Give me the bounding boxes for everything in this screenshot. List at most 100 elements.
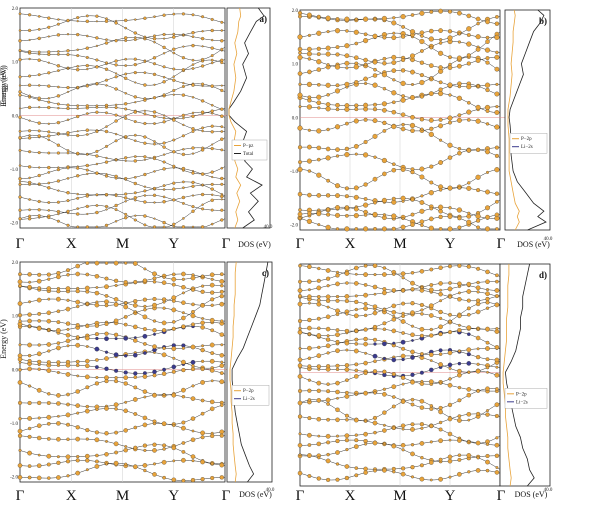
p-orbital-marker	[66, 392, 70, 397]
p-orbital-marker	[65, 459, 71, 464]
p-orbital-marker	[466, 219, 472, 225]
p-orbital-marker	[447, 142, 453, 148]
p-orbital-marker	[429, 406, 434, 411]
p-orbital-marker	[344, 194, 349, 199]
k-point-label: X	[345, 236, 356, 252]
li-2s-marker	[123, 335, 129, 341]
p-orbital-marker	[181, 134, 185, 138]
p-orbital-marker	[56, 360, 61, 365]
p-orbital-marker	[95, 82, 99, 85]
p-orbital-marker	[162, 32, 166, 37]
p-orbital-marker	[210, 54, 214, 58]
p-orbital-marker	[485, 468, 490, 473]
p-orbital-marker	[133, 425, 138, 430]
p-orbital-marker	[200, 289, 205, 294]
p-orbital-marker	[476, 280, 480, 285]
p-orbital-marker	[363, 466, 368, 472]
p-orbital-marker	[298, 294, 302, 298]
p-orbital-marker	[391, 54, 397, 60]
p-orbital-marker	[410, 115, 415, 120]
p-orbital-marker	[114, 158, 118, 162]
p-orbital-marker	[400, 34, 406, 39]
p-orbital-marker	[200, 320, 205, 326]
p-orbital-marker	[113, 318, 119, 323]
p-orbital-marker	[46, 414, 52, 420]
p-orbital-marker	[133, 310, 137, 314]
p-orbital-marker	[485, 60, 490, 65]
p-orbital-marker	[466, 298, 471, 303]
band-line	[19, 444, 226, 465]
p-orbital-marker	[307, 95, 312, 100]
p-orbital-marker	[428, 36, 434, 42]
p-orbital-marker	[363, 213, 368, 217]
p-orbital-marker	[401, 427, 405, 431]
p-orbital-marker	[28, 280, 32, 284]
p-orbital-marker	[133, 155, 137, 158]
p-orbital-marker	[113, 278, 119, 283]
p-orbital-marker	[162, 45, 166, 50]
p-orbital-marker	[316, 298, 321, 303]
k-point-label: Y	[168, 236, 179, 252]
p-orbital-marker	[316, 128, 322, 134]
p-orbital-marker	[76, 20, 79, 23]
p-orbital-marker	[354, 294, 358, 298]
li-2s-marker	[143, 351, 147, 355]
p-orbital-marker	[335, 17, 340, 21]
p-orbital-marker	[363, 438, 368, 444]
k-point-label: Y	[445, 236, 456, 252]
p-orbital-marker	[76, 85, 80, 89]
p-orbital-marker	[37, 151, 41, 155]
p-orbital-marker	[133, 324, 138, 330]
p-orbital-marker	[152, 319, 157, 323]
p-orbital-marker	[123, 322, 128, 327]
p-orbital-marker	[27, 83, 32, 87]
p-orbital-marker	[457, 32, 461, 36]
p-orbital-marker	[143, 97, 147, 100]
p-orbital-marker	[28, 57, 31, 61]
k-point-label: M	[393, 236, 406, 252]
p-orbital-marker	[401, 216, 405, 221]
p-orbital-marker	[372, 310, 378, 316]
p-orbital-marker	[297, 145, 303, 150]
p-orbital-marker	[494, 54, 500, 60]
p-orbital-marker	[485, 459, 490, 465]
li-2s-marker	[466, 361, 472, 366]
p-orbital-marker	[420, 308, 424, 312]
p-orbital-marker	[143, 194, 147, 197]
p-orbital-marker	[495, 387, 499, 391]
p-orbital-marker	[363, 182, 368, 187]
band-line	[19, 33, 225, 42]
p-orbital-marker	[448, 366, 452, 370]
p-orbital-marker	[200, 430, 205, 436]
p-orbital-marker	[143, 141, 147, 145]
p-orbital-marker	[428, 379, 434, 385]
li-2s-marker	[438, 348, 443, 353]
p-orbital-marker	[317, 223, 321, 227]
p-orbital-marker	[85, 133, 89, 136]
p-orbital-marker	[76, 225, 80, 229]
p-orbital-marker	[475, 440, 481, 446]
p-orbital-marker	[382, 369, 387, 374]
p-orbital-marker	[325, 268, 331, 273]
p-orbital-marker	[325, 146, 331, 152]
p-orbital-marker	[410, 95, 415, 100]
p-orbital-marker	[476, 347, 480, 351]
p-orbital-marker	[345, 213, 349, 218]
p-orbital-marker	[65, 412, 71, 418]
p-orbital-marker	[162, 116, 166, 120]
p-orbital-marker	[66, 131, 70, 135]
p-orbital-marker	[181, 395, 186, 399]
p-orbital-marker	[429, 460, 434, 465]
p-orbital-marker	[181, 291, 185, 295]
k-point-label: Γ	[296, 488, 305, 504]
p-orbital-marker	[448, 206, 452, 210]
p-orbital-marker	[344, 146, 350, 152]
p-orbital-marker	[467, 470, 471, 474]
p-orbital-marker	[219, 301, 225, 307]
p-orbital-marker	[17, 475, 23, 480]
p-orbital-marker	[363, 390, 368, 396]
p-orbital-marker	[143, 83, 147, 87]
p-orbital-marker	[326, 417, 330, 422]
p-orbital-marker	[152, 62, 157, 66]
p-orbital-marker	[124, 159, 127, 162]
